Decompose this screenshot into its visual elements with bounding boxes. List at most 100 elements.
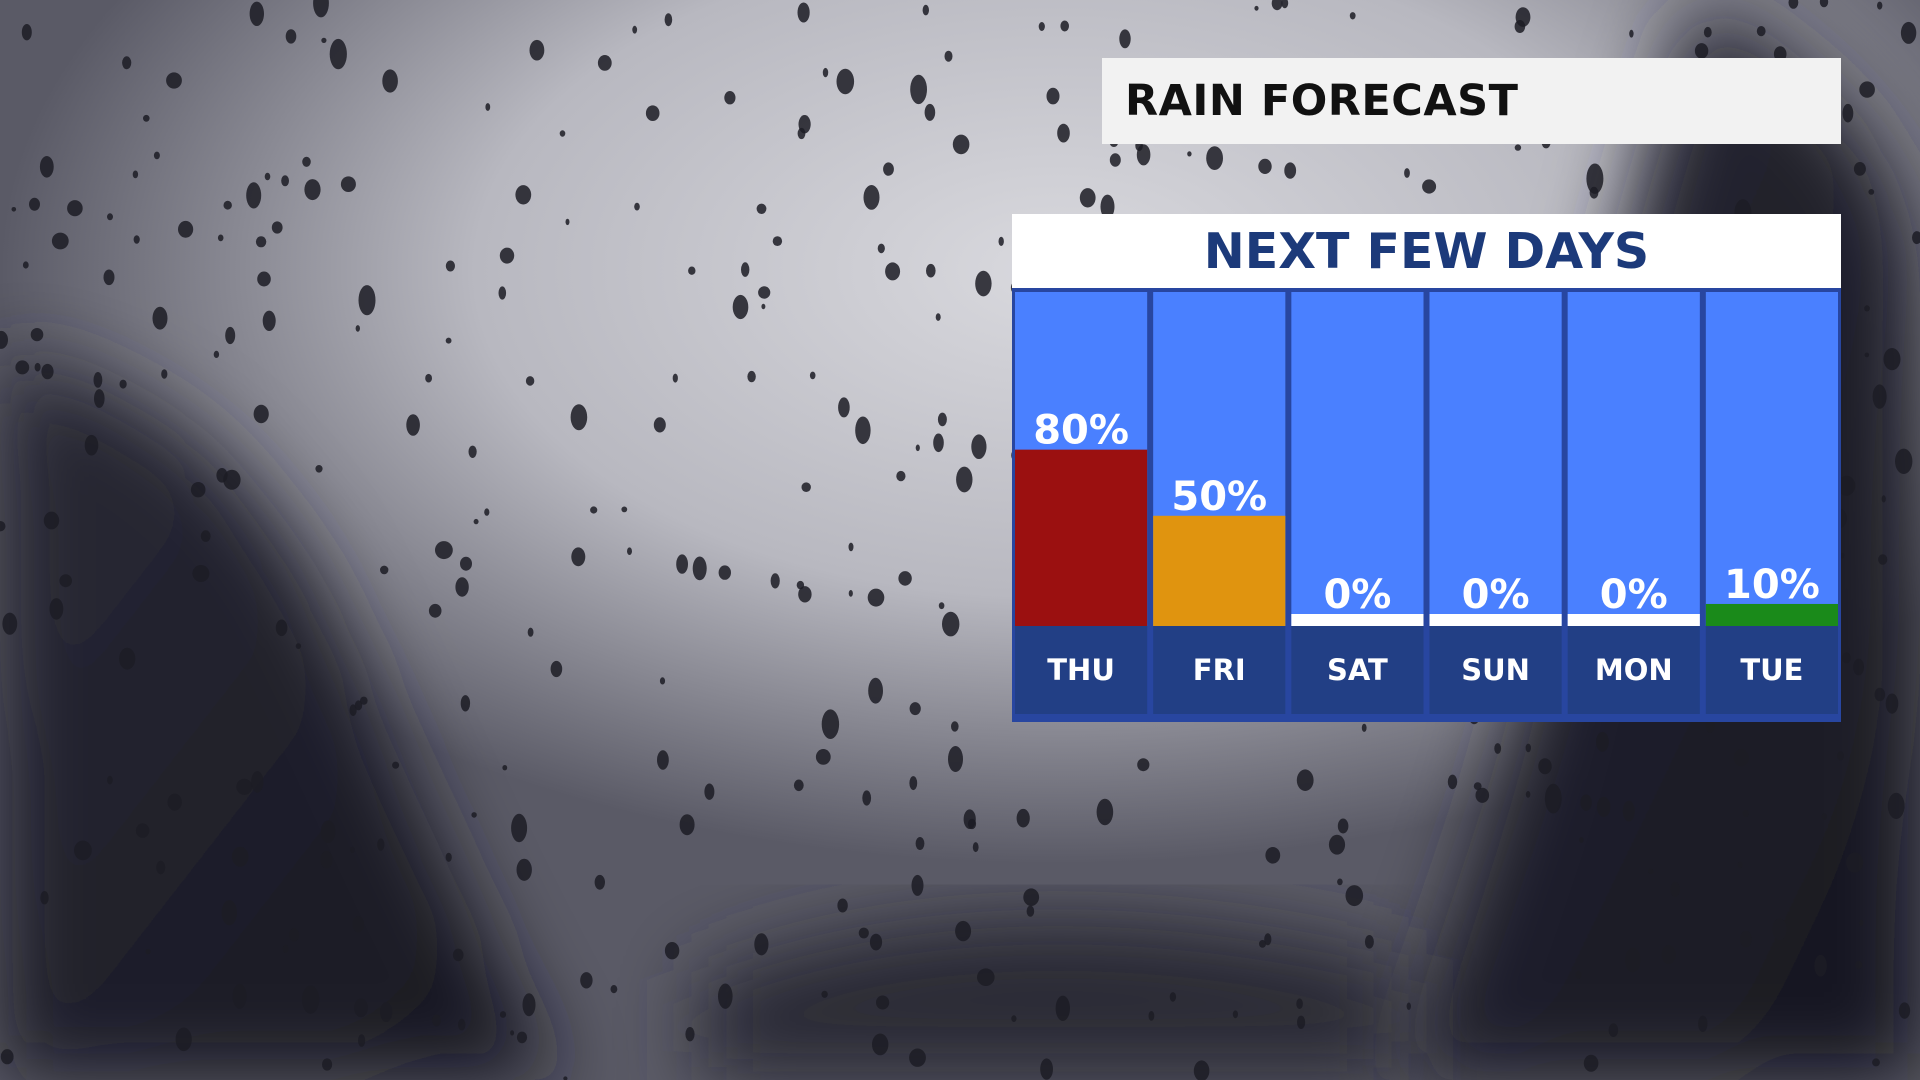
value-label-sat: 0%: [1323, 572, 1391, 618]
raindrop: [1853, 658, 1864, 676]
raindrop: [821, 709, 840, 739]
raindrop: [926, 263, 936, 278]
raindrop: [1447, 774, 1458, 790]
raindrop: [1046, 87, 1060, 105]
raindrop: [93, 372, 103, 388]
raindrop: [1525, 791, 1531, 798]
raindrop: [998, 236, 1004, 246]
raindrop: [135, 823, 150, 838]
raindrop: [692, 556, 707, 581]
raindrop: [281, 175, 289, 187]
raindrop: [473, 518, 479, 525]
raindrop: [672, 373, 678, 383]
raindrop: [253, 404, 269, 424]
raindrop: [1912, 231, 1920, 245]
raindrop: [1864, 305, 1870, 312]
raindrop: [435, 541, 453, 560]
raindrop: [570, 404, 588, 431]
raindrop: [1258, 158, 1272, 174]
raindrop: [797, 2, 810, 23]
raindrop: [1895, 448, 1913, 474]
raindrop: [39, 156, 54, 178]
day-label-band: [1567, 626, 1700, 714]
raindrop: [718, 983, 733, 1009]
raindrop: [664, 942, 680, 960]
raindrop: [1842, 103, 1854, 123]
raindrop: [1254, 5, 1259, 11]
raindrop: [924, 103, 936, 121]
raindrop: [251, 771, 264, 793]
raindrop: [1475, 787, 1490, 803]
raindrop: [49, 598, 64, 620]
raindrop: [236, 778, 253, 795]
bar-chart-svg: 80% THU 50% FRI 0% SAT 0% SUN 0% MON 10% TUE: [1015, 292, 1838, 714]
raindrop: [858, 927, 869, 939]
raindrop: [922, 4, 929, 16]
raindrop: [213, 350, 220, 358]
raindrop: [1900, 21, 1917, 44]
raindrop: [527, 627, 534, 637]
raindrop: [1515, 7, 1531, 27]
day-label-sun: SUN: [1461, 653, 1530, 687]
raindrop: [22, 261, 29, 269]
raindrop: [1742, 809, 1749, 818]
raindrop: [559, 130, 566, 137]
raindrop: [898, 571, 912, 586]
raindrop: [822, 67, 829, 78]
raindrop: [1206, 146, 1223, 171]
raindrop: [1259, 940, 1266, 948]
raindrop: [1364, 935, 1374, 949]
raindrop: [358, 285, 376, 316]
raindrop: [1349, 12, 1356, 20]
column-background: [1291, 292, 1424, 626]
raindrop: [217, 234, 224, 242]
raindrop: [1109, 153, 1121, 167]
raindrop: [425, 373, 432, 383]
raindrop: [522, 993, 536, 1017]
raindrop: [1187, 151, 1192, 157]
raindrop: [529, 39, 545, 61]
raindrop: [166, 72, 182, 89]
raindrop: [1361, 723, 1367, 732]
raindrop: [862, 790, 872, 806]
raindrop: [0, 1049, 14, 1065]
raindrop: [1859, 919, 1864, 927]
raindrop: [1575, 970, 1582, 980]
raindrop: [1840, 552, 1845, 559]
raindrop: [143, 114, 150, 122]
raindrop: [1011, 1015, 1017, 1022]
raindrop: [1265, 847, 1281, 864]
raindrop: [809, 371, 816, 380]
raindrop: [863, 185, 880, 210]
raindrop: [688, 266, 696, 275]
raindrop: [1868, 189, 1875, 195]
raindrop: [1473, 782, 1482, 790]
raindrop: [1328, 834, 1346, 855]
raindrop: [132, 170, 139, 179]
raindrop: [221, 900, 237, 926]
raindrop: [285, 29, 297, 44]
raindrop: [11, 207, 17, 212]
raindrop: [1872, 384, 1887, 409]
day-label-band: [1429, 626, 1562, 714]
raindrop: [869, 933, 883, 951]
raindrop: [1079, 188, 1096, 208]
chart-plot-area: 80% THU 50% FRI 0% SAT 0% SUN 0% MON 10% TUE: [1012, 288, 1841, 722]
raindrop: [948, 746, 963, 772]
raindrop: [133, 235, 140, 244]
raindrop: [0, 521, 6, 532]
raindrop: [1023, 888, 1040, 906]
raindrop: [428, 603, 442, 618]
raindrop: [1814, 954, 1827, 977]
raindrop: [30, 328, 44, 342]
raindrop: [594, 874, 605, 890]
raindrop: [119, 647, 136, 670]
raindrop: [349, 704, 357, 716]
raindrop: [232, 983, 247, 1009]
raindrop: [352, 916, 364, 933]
raindrop: [1842, 652, 1851, 664]
raindrop: [1055, 995, 1071, 1021]
raindrop: [1898, 1002, 1911, 1019]
raindrop: [107, 775, 113, 785]
raindrop: [676, 554, 688, 574]
